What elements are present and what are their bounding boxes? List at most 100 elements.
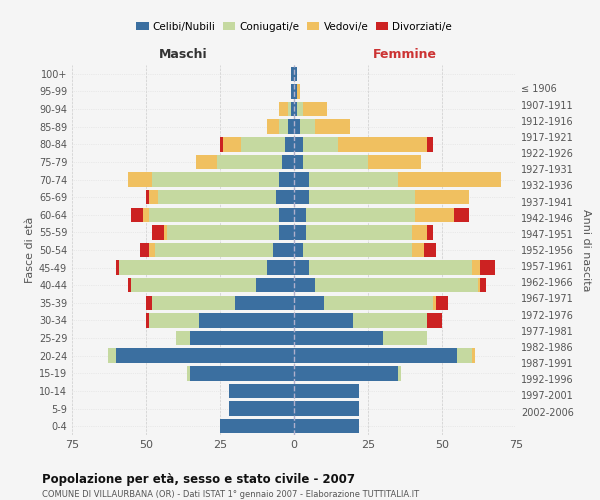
Text: Femmine: Femmine <box>373 48 437 62</box>
Bar <box>297 102 303 117</box>
Bar <box>303 243 412 257</box>
Bar <box>155 243 273 257</box>
Bar <box>457 348 472 363</box>
Bar <box>294 137 303 152</box>
Bar <box>140 243 149 257</box>
Bar <box>149 243 155 257</box>
Bar <box>279 225 294 240</box>
Bar <box>256 278 294 292</box>
Bar <box>415 208 454 222</box>
Bar <box>294 102 297 117</box>
Bar <box>158 190 276 204</box>
Bar <box>294 314 353 328</box>
Bar <box>241 137 285 152</box>
Bar <box>282 154 294 169</box>
Bar <box>427 137 433 152</box>
Bar <box>472 348 475 363</box>
Y-axis label: Fasce di età: Fasce di età <box>25 217 35 283</box>
Bar <box>294 172 309 186</box>
Bar <box>303 154 368 169</box>
Bar <box>294 225 306 240</box>
Bar <box>223 137 241 152</box>
Bar <box>309 190 415 204</box>
Bar <box>107 348 116 363</box>
Bar <box>481 260 495 275</box>
Bar <box>294 331 383 345</box>
Bar <box>152 296 235 310</box>
Bar <box>315 278 478 292</box>
Bar <box>309 260 472 275</box>
Bar <box>273 243 294 257</box>
Bar <box>146 190 149 204</box>
Bar <box>294 154 303 169</box>
Bar <box>149 208 279 222</box>
Bar <box>294 84 297 98</box>
Bar <box>229 402 294 416</box>
Bar <box>149 314 199 328</box>
Bar <box>128 172 152 186</box>
Bar <box>146 314 149 328</box>
Bar <box>294 348 457 363</box>
Bar <box>481 278 487 292</box>
Bar <box>415 190 469 204</box>
Bar <box>146 296 152 310</box>
Bar <box>268 260 294 275</box>
Bar <box>315 120 350 134</box>
Bar <box>398 172 501 186</box>
Bar <box>176 331 190 345</box>
Bar <box>383 331 427 345</box>
Bar <box>454 208 469 222</box>
Text: Maschi: Maschi <box>158 48 208 62</box>
Bar <box>199 314 294 328</box>
Bar <box>220 419 294 434</box>
Bar <box>303 137 338 152</box>
Bar <box>306 225 412 240</box>
Bar <box>119 260 268 275</box>
Bar <box>294 419 359 434</box>
Bar <box>128 278 131 292</box>
Bar <box>294 208 306 222</box>
Bar <box>427 225 433 240</box>
Bar <box>398 366 401 380</box>
Text: Popolazione per età, sesso e stato civile - 2007: Popolazione per età, sesso e stato civil… <box>42 472 355 486</box>
Bar <box>412 243 424 257</box>
Bar <box>217 154 282 169</box>
Bar <box>131 208 143 222</box>
Bar <box>433 296 436 310</box>
Bar <box>149 190 158 204</box>
Bar <box>279 208 294 222</box>
Bar <box>300 120 315 134</box>
Bar <box>152 172 279 186</box>
Bar <box>116 260 119 275</box>
Bar <box>427 314 442 328</box>
Bar <box>436 296 448 310</box>
Bar <box>294 260 309 275</box>
Bar <box>303 102 326 117</box>
Bar <box>323 296 433 310</box>
Bar <box>288 120 294 134</box>
Y-axis label: Anni di nascita: Anni di nascita <box>581 209 590 291</box>
Bar <box>291 66 294 81</box>
Bar <box>306 208 415 222</box>
Bar <box>268 120 279 134</box>
Bar <box>294 243 303 257</box>
Bar <box>309 172 398 186</box>
Bar <box>190 331 294 345</box>
Bar <box>167 225 279 240</box>
Bar <box>338 137 427 152</box>
Bar <box>294 384 359 398</box>
Bar <box>187 366 190 380</box>
Bar <box>478 278 481 292</box>
Bar <box>116 348 294 363</box>
Bar <box>294 66 297 81</box>
Bar <box>279 120 288 134</box>
Bar <box>472 260 481 275</box>
Bar <box>368 154 421 169</box>
Bar <box>294 278 315 292</box>
Bar <box>196 154 217 169</box>
Bar <box>279 172 294 186</box>
Bar <box>235 296 294 310</box>
Bar <box>229 384 294 398</box>
Bar <box>294 402 359 416</box>
Bar <box>220 137 223 152</box>
